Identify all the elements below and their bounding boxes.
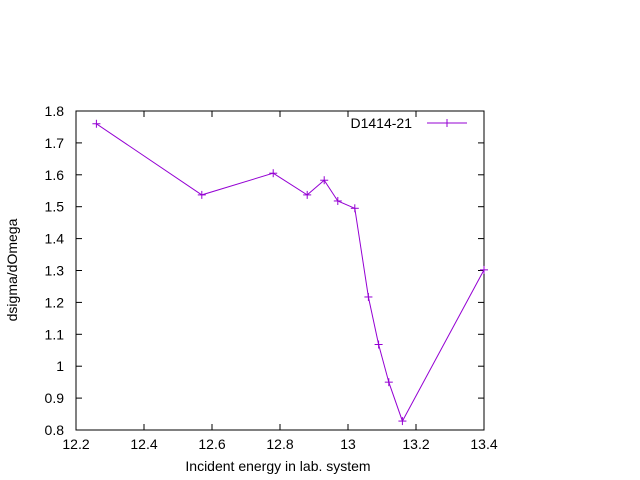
x-tick-label: 12.2 [62, 436, 89, 452]
data-point [92, 119, 101, 128]
legend: D1414-21 [351, 115, 467, 131]
plot-frame [75, 110, 485, 431]
x-tick-label: 12.6 [198, 436, 225, 452]
x-tick-label: 13 [340, 436, 356, 452]
data-point [197, 190, 206, 199]
x-axis-label: Incident energy in lab. system [185, 458, 370, 474]
y-tick-label: 1.1 [45, 326, 65, 342]
y-tick-label: 1.8 [45, 103, 65, 119]
data-point [384, 378, 393, 387]
y-tick-label: 0.8 [45, 422, 65, 438]
y-axis-label: dsigma/dOmega [4, 218, 20, 321]
y-tick-label: 1.4 [45, 231, 65, 247]
data-point [269, 169, 278, 178]
y-tick-label: 1.3 [45, 263, 65, 279]
x-tick-label: 13.2 [402, 436, 429, 452]
y-tick-label: 1.7 [45, 135, 65, 151]
series-layer [92, 119, 488, 426]
x-tick-label: 13.4 [470, 436, 497, 452]
data-point [320, 176, 329, 185]
legend-marker [443, 119, 451, 127]
legend-label: D1414-21 [351, 115, 413, 131]
data-point [443, 119, 451, 127]
x-tick-label: 12.8 [266, 436, 293, 452]
y-tick-label: 1.6 [45, 167, 65, 183]
y-tick-label: 1.5 [45, 199, 65, 215]
data-point [333, 196, 342, 205]
data-point [364, 292, 373, 301]
y-tick-label: 1 [56, 358, 64, 374]
data-point [350, 204, 359, 213]
x-tick-label: 12.4 [130, 436, 157, 452]
data-point [480, 265, 488, 274]
series-line [96, 123, 485, 423]
data-point [398, 417, 407, 426]
ticks-layer: 12.2 12.4 12.6 12.8 13 13.2 13.4 0.8 0.9 1 1.1 1.2 1… [45, 103, 498, 452]
y-tick-label: 0.9 [45, 390, 65, 406]
data-point [303, 190, 312, 199]
y-tick-label: 1.2 [45, 294, 65, 310]
data-point [374, 340, 383, 349]
